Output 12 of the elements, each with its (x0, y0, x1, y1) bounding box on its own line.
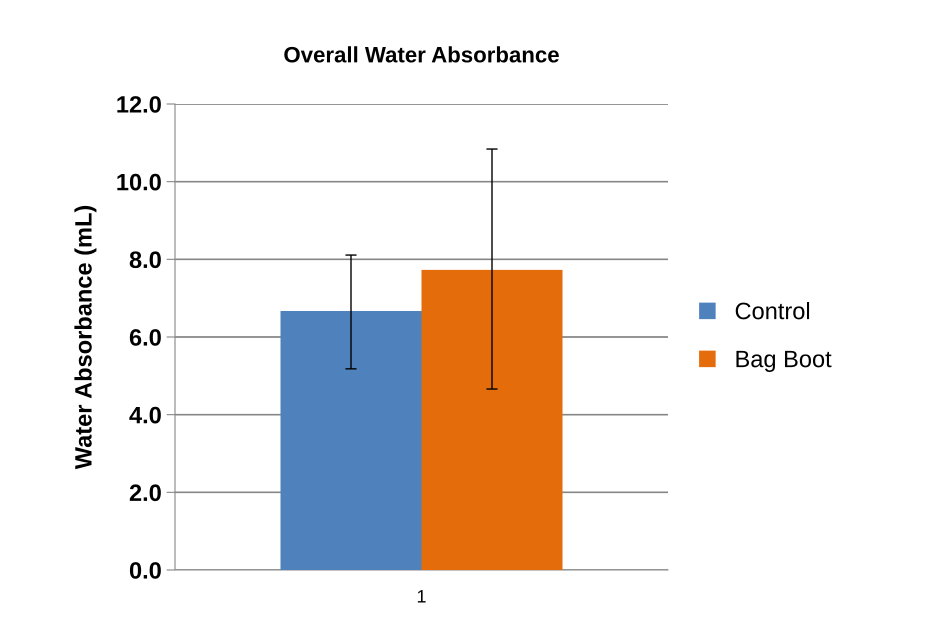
y-tick-label: 2.0 (130, 484, 161, 502)
legend-label: Control (736, 302, 810, 320)
y-tick-label: 4.0 (129, 406, 161, 424)
chart-title: Overall Water Absorbance (284, 46, 559, 63)
x-tick-label: 1 (418, 590, 426, 603)
y-tick-label: 6.0 (130, 329, 161, 346)
legend-label: Bag Boot (736, 350, 832, 372)
y-tick-label: 8.0 (130, 251, 161, 268)
y-tick-label: 12.0 (117, 96, 161, 113)
y-tick-label: 0.0 (130, 562, 161, 579)
y-axis-title: Water Absorbance (mL) (74, 206, 96, 470)
y-tick-label: 10.0 (117, 174, 161, 190)
